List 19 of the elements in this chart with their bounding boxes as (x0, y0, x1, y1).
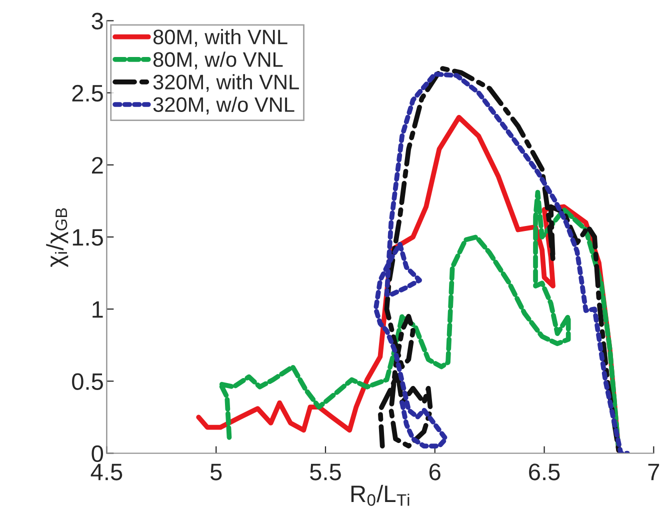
x-tick-label: 6.5 (529, 464, 560, 480)
legend-label: 80M, with VNL (153, 29, 288, 47)
x-tick-label: 6 (430, 464, 440, 480)
legend-label: 320M, with VNL (153, 74, 299, 92)
y-tick-label: 0.5 (72, 373, 103, 390)
x-tick-label: 7 (648, 464, 660, 480)
y-tick-label: 1.5 (72, 229, 103, 246)
y-tick-label: 3 (92, 12, 103, 30)
y-tick-label: 2 (92, 156, 103, 174)
x-tick-label: 5 (210, 464, 222, 480)
x-tick-label: 5.5 (310, 464, 341, 480)
x-tick-label: 4.5 (90, 464, 122, 480)
y-axis-title: χ$_{i}$/χ$_{GB}$ (46, 208, 68, 268)
y-tick-label: 0 (92, 445, 104, 462)
x-axis-title: R$_{0}$/L$_{Ti}$ (351, 484, 410, 506)
y-tick-label: 2.5 (72, 84, 103, 102)
legend-label: 320M, w/o VNL (153, 96, 294, 114)
legend-label: 80M, w/o VNL (153, 52, 283, 70)
y-tick-label: 1 (92, 301, 103, 318)
